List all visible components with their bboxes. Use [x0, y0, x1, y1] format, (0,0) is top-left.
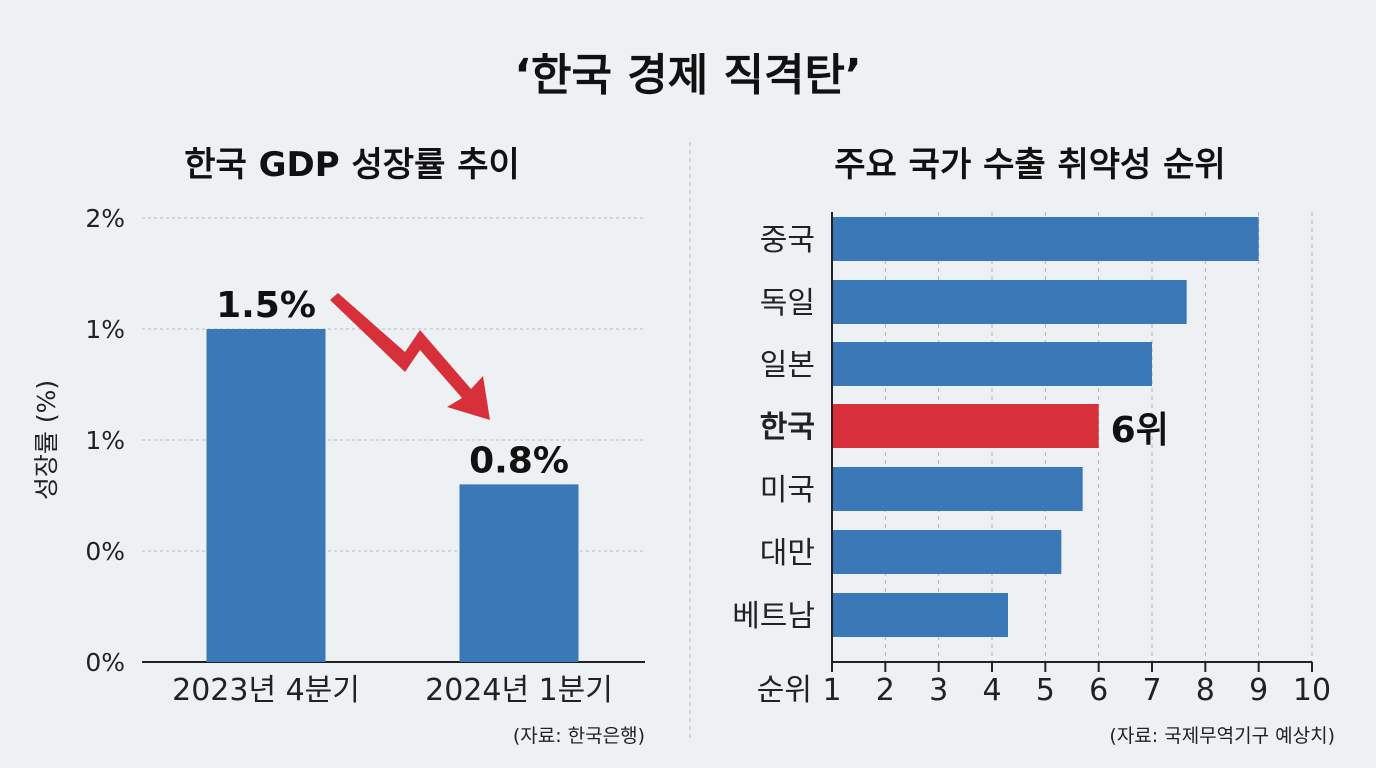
highlight-label: 6위 [1111, 410, 1169, 451]
category-label: 일본 [760, 348, 815, 383]
gdp-chart: 한국 GDP 성장률 추이 성장률 (%) (자료: 한국은행) 0% 0% 1% 1… [32, 145, 645, 747]
data-label: 1.5% [216, 285, 316, 326]
bar [206, 329, 326, 662]
x-tick-label: 1 [822, 673, 841, 708]
x-tick-label: 4 [982, 673, 1001, 708]
category-label: 독일 [760, 286, 815, 321]
category-label: 대만 [760, 536, 815, 571]
x-tick-label: 8 [1196, 673, 1215, 708]
x-tick-label: 3 [929, 673, 948, 708]
export-source: (자료: 국제무역기구 예상치) [1109, 725, 1335, 747]
bar [459, 484, 579, 662]
bar [832, 280, 1187, 324]
bar [832, 217, 1259, 261]
y-tick-label: 2% [85, 204, 125, 233]
x-tick-label: 2024년 1분기 [425, 673, 613, 708]
bar [832, 593, 1008, 637]
x-tick-label: 10 [1293, 673, 1331, 708]
export-x-axis-label: 순위 [757, 673, 812, 708]
gdp-y-axis-label: 성장률 (%) [32, 380, 61, 500]
gdp-source: (자료: 한국은행) [513, 725, 645, 747]
data-label: 0.8% [469, 440, 569, 481]
x-tick-label: 7 [1142, 673, 1161, 708]
export-chart-title: 주요 국가 수출 취약성 순위 [834, 145, 1225, 185]
y-tick-label: 0% [85, 537, 125, 566]
x-tick-label: 2023년 4분기 [172, 673, 360, 708]
category-label: 베트남 [732, 599, 815, 634]
bar [832, 342, 1152, 386]
category-label: 중국 [760, 223, 815, 258]
bar [832, 530, 1062, 574]
main-title: ‘한국 경제 직격탄’ [514, 50, 861, 101]
x-tick-label: 6 [1089, 673, 1108, 708]
category-label: 미국 [760, 473, 815, 508]
category-label: 한국 [760, 410, 815, 445]
y-tick-label: 1% [85, 426, 125, 455]
y-tick-label: 0% [85, 648, 125, 677]
x-tick-label: 9 [1249, 673, 1268, 708]
x-tick-label: 5 [1036, 673, 1055, 708]
down-arrow-icon [330, 293, 490, 420]
bar [832, 467, 1083, 511]
highlight-bar [832, 404, 1099, 448]
gdp-chart-title: 한국 GDP 성장률 추이 [184, 145, 520, 185]
x-tick-label: 2 [876, 673, 895, 708]
y-tick-label: 1% [85, 315, 125, 344]
